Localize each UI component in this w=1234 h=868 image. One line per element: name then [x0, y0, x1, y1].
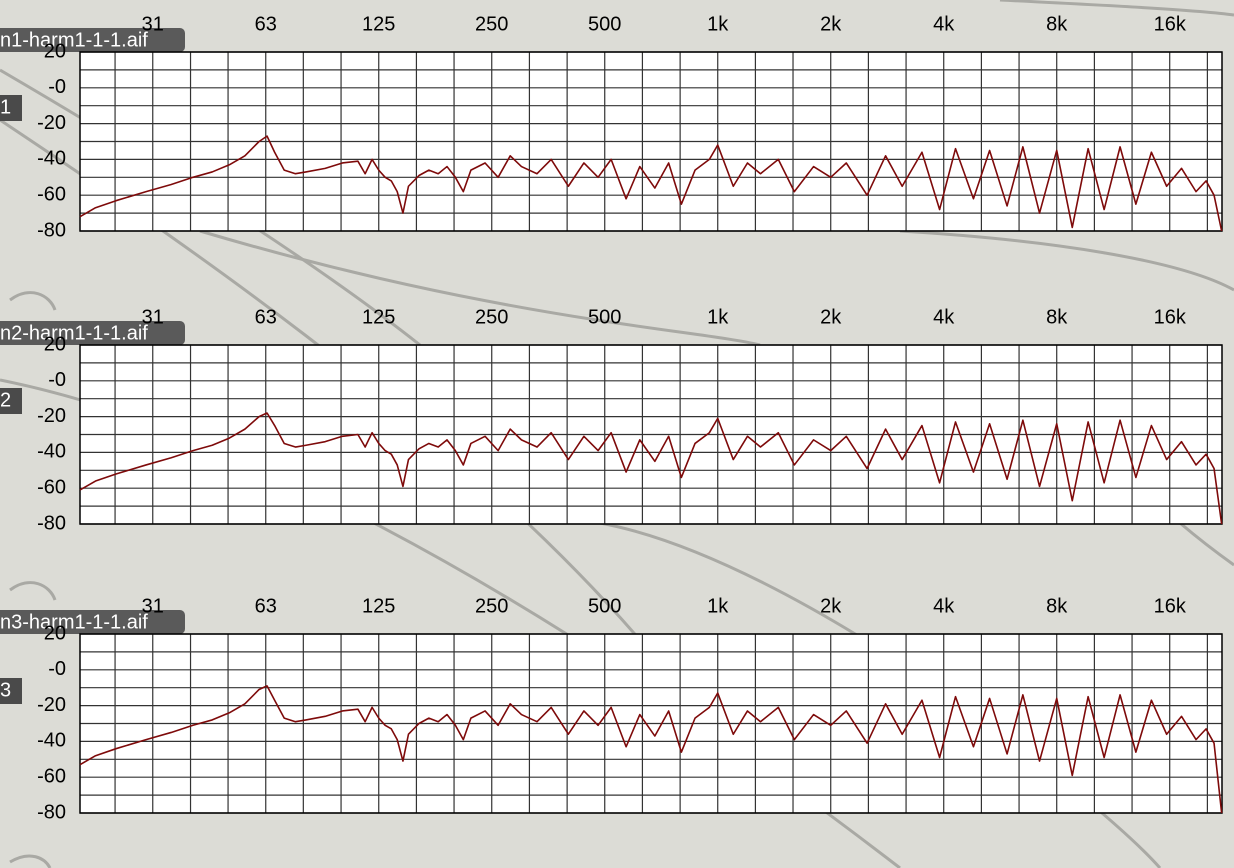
patch-cord [899, 229, 1234, 292]
object-box [0, 28, 185, 52]
spectrum-line [79, 135, 1223, 232]
plot-frame [79, 344, 1223, 525]
patch-cord [9, 291, 57, 311]
y-tick-label: -40 [37, 730, 66, 752]
y-tick-label: 20 [44, 622, 66, 644]
y-tick-label: -20 [37, 694, 66, 716]
x-tick-label: 16k [1154, 595, 1187, 617]
x-tick-label: 4k [933, 306, 955, 328]
x-tick-label: 8k [1046, 306, 1068, 328]
x-tick-label: 8k [1046, 13, 1068, 35]
x-tick-label: 125 [362, 13, 395, 35]
x-tick-label: 1k [707, 306, 729, 328]
y-tick-label: -20 [37, 405, 66, 427]
number-box[interactable] [0, 678, 22, 704]
file-object[interactable]: n3-harm1-1-1.aif 3 [0, 610, 185, 704]
y-tick-label: -80 [37, 512, 66, 534]
y-tick-label: -40 [37, 148, 66, 170]
x-tick-label: 2k [820, 595, 842, 617]
y-tick-label: -80 [37, 801, 66, 823]
plot-frame [79, 51, 1223, 232]
x-tick-label: 2k [820, 13, 842, 35]
x-tick-label: 125 [362, 306, 395, 328]
y-tick-label: -40 [37, 441, 66, 463]
y-tick-label: -0 [48, 658, 66, 680]
spectrum-line [79, 685, 1223, 814]
y-tick-label: 20 [44, 40, 66, 62]
x-tick-label: 250 [475, 595, 508, 617]
x-tick-label: 500 [588, 306, 621, 328]
x-tick-label: 500 [588, 13, 621, 35]
object-label: n1-harm1-1-1.aif [0, 29, 148, 51]
x-tick-label: 4k [933, 13, 955, 35]
y-tick-label: -0 [48, 369, 66, 391]
y-tick-label: -60 [37, 765, 66, 787]
object-label: n2-harm1-1-1.aif [0, 322, 148, 344]
x-tick-label: 31 [142, 306, 164, 328]
spectrum-display [79, 633, 1223, 814]
plot-frame [79, 633, 1223, 814]
patch-cord [999, 0, 1234, 17]
spectrum-display [79, 51, 1223, 232]
x-tick-label: 4k [933, 595, 955, 617]
patch-cord [9, 581, 57, 601]
x-tick-label: 1k [707, 595, 729, 617]
x-tick-label: 8k [1046, 595, 1068, 617]
x-tick-label: 250 [475, 13, 508, 35]
x-tick-label: 31 [142, 13, 164, 35]
x-tick-label: 500 [588, 595, 621, 617]
y-tick-label: -60 [37, 476, 66, 498]
patch-cord [0, 118, 642, 641]
patch-cord [199, 229, 761, 347]
x-tick-label: 63 [255, 306, 277, 328]
number-value: 3 [0, 679, 11, 701]
x-tick-label: 31 [142, 595, 164, 617]
patch-cord [1179, 521, 1234, 567]
x-tick-label: 16k [1154, 13, 1187, 35]
number-box[interactable] [0, 95, 22, 121]
spectrum-line [79, 412, 1223, 525]
x-tick-label: 1k [707, 13, 729, 35]
object-box [0, 610, 185, 634]
object-label: n3-harm1-1-1.aif [0, 611, 148, 633]
y-tick-label: -60 [37, 183, 66, 205]
x-tick-label: 63 [255, 13, 277, 35]
y-tick-label: -20 [37, 112, 66, 134]
patch-cord [9, 854, 52, 868]
x-tick-label: 63 [255, 595, 277, 617]
object-box [0, 321, 185, 345]
number-value: 2 [0, 389, 11, 411]
x-tick-label: 2k [820, 306, 842, 328]
x-tick-label: 125 [362, 595, 395, 617]
file-object[interactable]: n2-harm1-1-1.aif 2 [0, 321, 185, 414]
x-tick-label: 250 [475, 306, 508, 328]
x-tick-label: 16k [1154, 306, 1187, 328]
y-tick-label: 20 [44, 333, 66, 355]
number-value: 1 [0, 96, 11, 118]
y-tick-label: -80 [37, 219, 66, 241]
spectrum-display [79, 344, 1223, 525]
y-tick-label: -0 [48, 76, 66, 98]
number-box[interactable] [0, 388, 22, 414]
file-object[interactable]: n1-harm1-1-1.aif 1 [0, 28, 185, 121]
